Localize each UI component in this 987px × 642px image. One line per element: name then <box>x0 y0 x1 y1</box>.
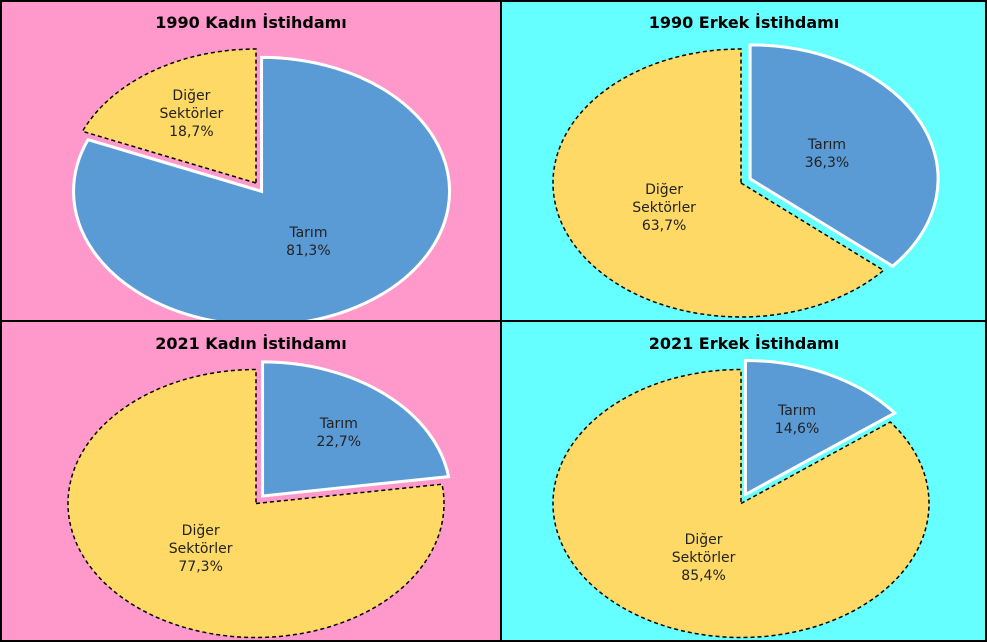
slice-category: Diğer Sektörler <box>168 523 233 558</box>
pie-slice <box>743 359 898 498</box>
chart-title: 1990 Kadın İstihdamı <box>155 13 347 32</box>
slice-value-label: 63,7% <box>641 218 687 235</box>
slice-category: Diğer Sektörler <box>671 531 736 566</box>
slice-category: Diğer Sektörler <box>632 182 696 217</box>
pie-slice <box>72 55 452 327</box>
slice-category: Tarım <box>289 224 328 241</box>
chart-title: 2021 Kadın İstihdamı <box>155 334 347 353</box>
pie-slice <box>552 368 930 639</box>
slice-value-label: 36,3% <box>804 154 850 171</box>
chart-title: 1990 Erkek İstihdamı <box>648 13 840 32</box>
slice-category: Tarım <box>319 416 358 433</box>
pie-slice <box>261 360 451 498</box>
pie-slice <box>552 48 885 318</box>
slice-value-label: 14,6% <box>774 421 820 438</box>
slice-category: Tarım <box>777 403 817 420</box>
slice-value-label: 22,7% <box>316 434 362 451</box>
slice-value-label: 85,4% <box>681 567 726 584</box>
slice-value-label: 81,3% <box>286 242 331 259</box>
slice-value-label: 18,7% <box>169 123 214 140</box>
chart-title: 2021 Erkek İstihdamı <box>648 334 840 353</box>
slice-category: Tarım <box>807 136 847 153</box>
slice-value-label: 77,3% <box>178 559 223 576</box>
slice-category: Diğer Sektörler <box>159 87 224 122</box>
pie-slice <box>748 43 940 269</box>
pie-slice <box>81 48 257 185</box>
pie-slice <box>67 368 445 639</box>
